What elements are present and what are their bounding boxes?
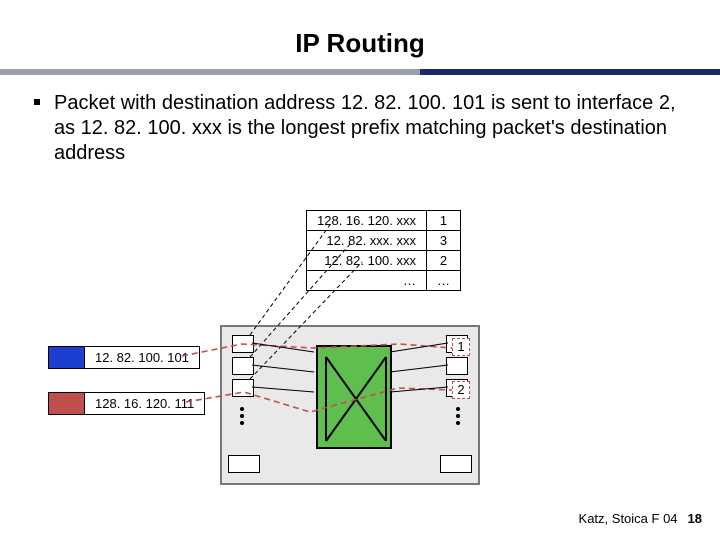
table-row: 12. 82. 100. xxx2 xyxy=(307,251,461,271)
interface-label-2: 2 xyxy=(452,381,470,399)
ellipsis-dots xyxy=(456,407,460,425)
packet-2-address: 128. 16. 120. 111 xyxy=(85,393,204,414)
router-chassis xyxy=(220,325,480,485)
bullet-marker xyxy=(34,99,40,105)
table-row: 128. 16. 120. xxx1 xyxy=(307,211,461,231)
input-port xyxy=(232,335,254,353)
routing-table: 128. 16. 120. xxx1 12. 82. xxx. xxx3 12.… xyxy=(306,210,461,291)
input-port xyxy=(232,357,254,375)
ellipsis-dots xyxy=(240,407,244,425)
input-port-big xyxy=(228,455,260,473)
packet-1: 12. 82. 100. 101 xyxy=(48,346,200,369)
table-row: …… xyxy=(307,271,461,291)
fabric-x-icon xyxy=(318,347,394,451)
packet-1-address: 12. 82. 100. 101 xyxy=(85,347,199,368)
interface-label-1: 1 xyxy=(452,338,470,356)
input-ports xyxy=(232,335,254,397)
footer-text: Katz, Stoica F 04 xyxy=(579,511,678,526)
bullet-block: Packet with destination address 12. 82. … xyxy=(0,75,720,166)
page-number: 18 xyxy=(688,511,702,526)
switch-fabric xyxy=(316,345,392,449)
output-port xyxy=(446,357,468,375)
table-row: 12. 82. xxx. xxx3 xyxy=(307,231,461,251)
output-port-big xyxy=(440,455,472,473)
slide-title: IP Routing xyxy=(0,0,720,69)
bullet-text: Packet with destination address 12. 82. … xyxy=(54,91,692,166)
input-port xyxy=(232,379,254,397)
packet-2-header xyxy=(49,393,85,414)
packet-1-header xyxy=(49,347,85,368)
packet-2: 128. 16. 120. 111 xyxy=(48,392,205,415)
slide-footer: Katz, Stoica F 04 18 xyxy=(579,511,702,526)
